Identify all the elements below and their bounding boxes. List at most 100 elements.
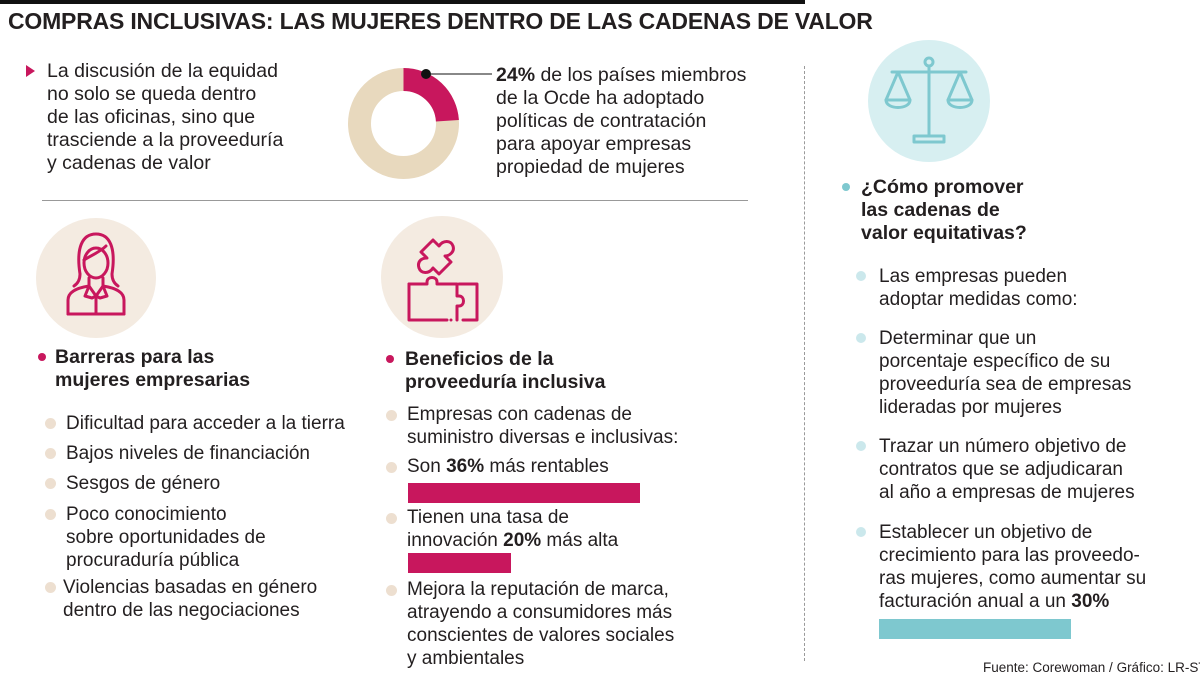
barrier-line: Dificultad para acceder a la tierra (66, 413, 345, 434)
item-bullet (45, 509, 56, 520)
heading-bullet (842, 183, 850, 191)
puzzle-icon (381, 216, 503, 338)
innovation-bar (408, 553, 512, 573)
barrier-item: Sesgos de género (66, 472, 220, 495)
item-bullet (386, 585, 397, 596)
barrier-line: Bajos niveles de financiación (66, 443, 310, 464)
item-bullet (856, 333, 866, 343)
stat-percent: 24% (496, 64, 536, 86)
column-divider (804, 66, 805, 661)
barrier-item: Violencias basadas en género dentro de l… (63, 576, 317, 622)
donut-chart (348, 68, 459, 179)
intro-line: no solo se queda dentro (47, 83, 257, 105)
promote-line: Establecer un objetivo de (879, 522, 1093, 543)
intro-line: La discusión de la equidad (47, 60, 278, 82)
stat-line: propiedad de mujeres (496, 156, 685, 178)
benefit-line: innovación 20% más alta (407, 529, 618, 552)
benefit-line: atrayendo a consumidores más (407, 602, 673, 623)
source-credit: Fuente: Corewoman / Gráfico: LR-ST (983, 660, 1200, 675)
barrier-line: Violencias basadas en género (63, 577, 318, 598)
item-bullet (386, 410, 397, 421)
promote-heading-line: ¿Cómo promover (861, 176, 1024, 198)
item-bullet (45, 418, 56, 429)
stat-line: de la Ocde ha adoptado (496, 87, 705, 109)
barrier-item: Poco conocimiento sobre oportunidades de… (66, 503, 266, 572)
revenue-growth-bar (879, 619, 1071, 639)
promote-line: proveeduría sea de empresas (879, 374, 1132, 395)
top-rule (0, 0, 805, 4)
promote-line: Determinar que un (879, 328, 1037, 349)
benefit-line: y ambientales (407, 648, 525, 669)
scale-icon (868, 40, 990, 162)
promote-line: ras mujeres, como aumentar su (879, 568, 1147, 589)
stat-line: 24% de los países miembros (496, 64, 776, 87)
benefit-line: Empresas con cadenas de (407, 404, 632, 425)
item-bullet (856, 271, 866, 281)
leader-line (421, 69, 492, 79)
promote-item: Las empresas pueden adoptar medidas como… (879, 265, 1078, 311)
item-bullet (386, 513, 397, 524)
promote-heading-line: las cadenas de (861, 199, 1000, 221)
intro-line: de las oficinas, sino que (47, 106, 256, 128)
promote-heading: ¿Cómo promover las cadenas de valor equi… (861, 176, 1027, 245)
barrier-line: sobre oportunidades de (66, 527, 266, 548)
barriers-heading: Barreras para las mujeres empresarias (55, 346, 250, 392)
benefit-line: conscientes de valores sociales (407, 625, 675, 646)
stat-line: para apoyar empresas (496, 133, 692, 155)
barrier-line: Poco conocimiento (66, 504, 227, 525)
promote-heading-line: valor equitativas? (861, 222, 1027, 244)
intro-arrow-icon (26, 65, 35, 77)
donut-share-arc (402, 68, 459, 123)
benefit-text: más rentables (484, 456, 609, 477)
stat-text: 24% de los países miembros de la Ocde ha… (496, 64, 776, 179)
stat-line-rest: de los países miembros (535, 64, 747, 86)
promote-value: 30% (1071, 591, 1110, 612)
stat-line: políticas de contratación (496, 110, 707, 132)
promote-line: Trazar un número objetivo de (879, 436, 1127, 457)
item-bullet (386, 462, 397, 473)
barrier-item: Dificultad para acceder a la tierra (66, 412, 345, 435)
benefit-line: Mejora la reputación de marca, (407, 579, 669, 600)
promote-item: Trazar un número objetivo de contratos q… (879, 435, 1135, 504)
heading-bullet (386, 355, 394, 363)
businesswoman-icon (36, 218, 156, 338)
benefits-heading-line: proveeduría inclusiva (405, 371, 606, 393)
heading-bullet (38, 353, 46, 361)
promote-line: al año a empresas de mujeres (879, 482, 1135, 503)
item-bullet (45, 448, 56, 459)
barrier-line: procuraduría pública (66, 550, 240, 571)
promote-line: Las empresas pueden (879, 266, 1068, 287)
benefit-value: 20% (503, 530, 542, 551)
section-divider (42, 200, 748, 201)
promote-line: porcentaje específico de su (879, 351, 1111, 372)
barriers-heading-line: Barreras para las (55, 346, 215, 368)
item-bullet (856, 441, 866, 451)
benefit-item: Mejora la reputación de marca, atrayendo… (407, 578, 674, 670)
barriers-heading-line: mujeres empresarias (55, 369, 251, 391)
page-title: COMPRAS INCLUSIVAS: LAS MUJERES DENTRO D… (8, 8, 873, 34)
barrier-line: dentro de las negociaciones (63, 600, 300, 621)
intro-line: y cadenas de valor (47, 152, 211, 174)
promote-line: contratos que se adjudicaran (879, 459, 1123, 480)
promote-line: adoptar medidas como: (879, 289, 1078, 310)
promote-item: Establecer un objetivo de crecimiento pa… (879, 521, 1146, 613)
benefit-value: 36% (446, 456, 485, 477)
promote-line: facturación anual a un 30% (879, 590, 1146, 613)
item-bullet (45, 582, 56, 593)
item-bullet (856, 527, 866, 537)
item-bullet (45, 478, 56, 489)
benefits-heading-line: Beneficios de la (405, 348, 554, 370)
benefits-heading: Beneficios de la proveeduría inclusiva (405, 348, 606, 394)
barrier-item: Bajos niveles de financiación (66, 442, 310, 465)
intro-text: La discusión de la equidad no solo se qu… (47, 60, 337, 175)
promote-item: Determinar que un porcentaje específico … (879, 327, 1131, 419)
profitability-bar (408, 483, 640, 503)
benefit-text: innovación (407, 530, 504, 551)
benefit-item: Tienen una tasa de innovación 20% más al… (407, 506, 618, 552)
benefit-item: Empresas con cadenas de suministro diver… (407, 403, 678, 449)
intro-line: trasciende a la proveeduría (47, 129, 284, 151)
promote-text: facturación anual a un (879, 591, 1072, 612)
benefit-line: Tienen una tasa de (407, 507, 569, 528)
benefit-text: Son (407, 456, 447, 477)
barrier-line: Sesgos de género (66, 473, 221, 494)
